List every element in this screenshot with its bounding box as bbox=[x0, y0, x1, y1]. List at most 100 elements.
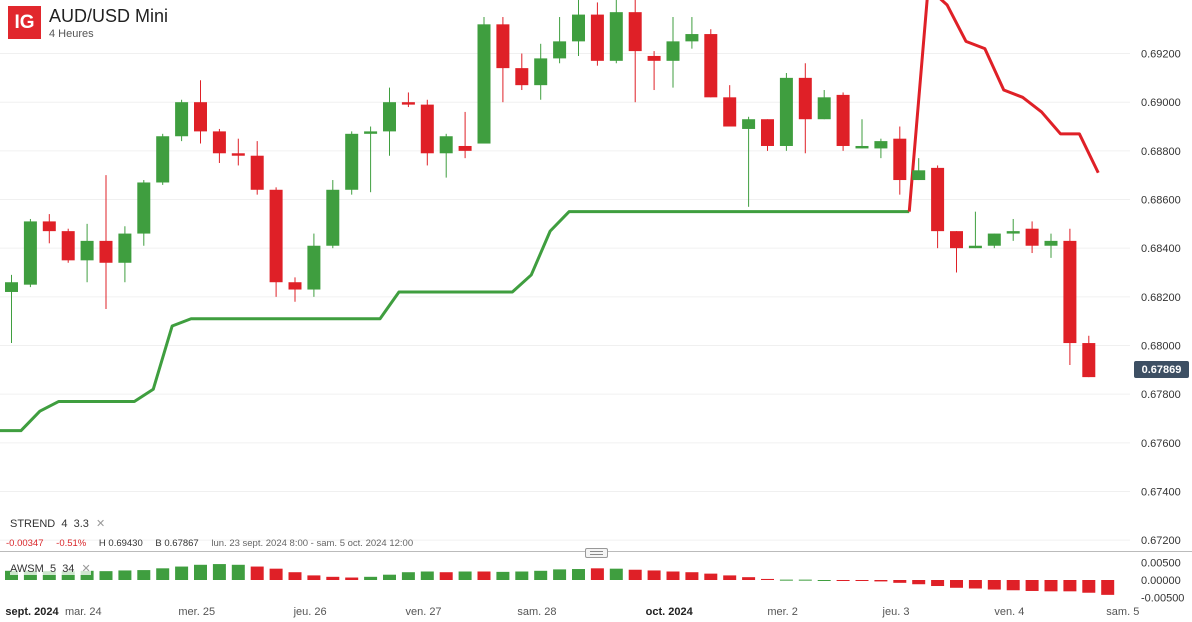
awsm-legend[interactable]: AWSM 5 34 ✕ bbox=[10, 562, 91, 575]
candle-body bbox=[326, 189, 340, 246]
x-tick-label: ven. 4 bbox=[994, 606, 1025, 618]
candle bbox=[1006, 218, 1020, 241]
awsm-bar bbox=[80, 570, 94, 580]
candle bbox=[23, 218, 37, 288]
awsm-bar bbox=[1101, 580, 1115, 595]
awsm-bar bbox=[477, 571, 491, 580]
candle bbox=[590, 2, 604, 66]
candle-body bbox=[194, 102, 207, 132]
timeframe-label[interactable]: 4 Heures bbox=[49, 28, 94, 40]
candle bbox=[1082, 335, 1096, 378]
candle bbox=[42, 214, 56, 244]
candle bbox=[1063, 228, 1077, 365]
candle bbox=[553, 17, 567, 64]
candle-body bbox=[23, 221, 37, 285]
candle-body bbox=[817, 97, 831, 120]
instrument-title[interactable]: AUD/USD Mini bbox=[49, 6, 169, 26]
candle bbox=[307, 233, 321, 297]
candle-body bbox=[364, 131, 378, 134]
low-value: B 0.67867 bbox=[155, 538, 199, 549]
candle-body bbox=[685, 34, 699, 42]
pane-resize-handle[interactable] bbox=[585, 548, 608, 558]
awsm-param-1: 5 bbox=[49, 563, 57, 575]
awsm-bar bbox=[987, 580, 1001, 590]
candle-body bbox=[5, 282, 18, 292]
y-tick-label: 0.67200 bbox=[1141, 535, 1181, 547]
y-tick-label: 0.68400 bbox=[1141, 243, 1181, 255]
y-axis: 0.69200 0.69000 0.68800 0.68600 0.68400 0.682… bbox=[1141, 49, 1181, 548]
candle bbox=[80, 223, 94, 283]
strend-param-2: 3.3 bbox=[73, 518, 89, 530]
candle bbox=[855, 119, 869, 149]
candle bbox=[666, 17, 680, 88]
x-tick-label: jeu. 3 bbox=[882, 606, 910, 618]
candle bbox=[61, 228, 75, 263]
candle bbox=[874, 138, 888, 159]
awsm-bar bbox=[420, 571, 434, 580]
awsm-axis: 0.00500 0.00000 -0.00500 bbox=[1141, 557, 1184, 604]
candle-body bbox=[1063, 240, 1077, 344]
candle bbox=[912, 158, 926, 181]
y-tick-label: 0.67800 bbox=[1141, 389, 1181, 401]
candle-body bbox=[269, 189, 283, 283]
candle-body bbox=[250, 155, 264, 190]
candle bbox=[609, 0, 623, 64]
candle-body bbox=[950, 231, 963, 249]
awsm-bar bbox=[326, 576, 340, 580]
candle-body bbox=[609, 12, 623, 61]
candle-body bbox=[931, 167, 945, 232]
candle bbox=[515, 53, 529, 91]
candle-body bbox=[175, 102, 189, 137]
awsm-bar bbox=[364, 576, 378, 580]
candle bbox=[5, 274, 18, 344]
candle bbox=[345, 131, 359, 195]
candle-body bbox=[1044, 240, 1058, 246]
candle-body bbox=[212, 131, 226, 154]
strend-close-icon[interactable]: ✕ bbox=[95, 518, 106, 530]
awsm-bar bbox=[401, 572, 415, 580]
candle bbox=[1044, 233, 1058, 258]
candle bbox=[1025, 221, 1039, 254]
awsm-histogram bbox=[5, 564, 1115, 595]
awsm-bar bbox=[250, 566, 264, 580]
candle-body bbox=[383, 102, 396, 132]
awsm-bar bbox=[212, 564, 226, 580]
awsm-bar bbox=[1006, 580, 1020, 591]
awsm-close-icon[interactable]: ✕ bbox=[81, 563, 91, 575]
candle-body bbox=[156, 136, 170, 183]
candle bbox=[628, 0, 642, 103]
x-tick-label: mar. 24 bbox=[64, 606, 102, 618]
y-tick-label: 0.68800 bbox=[1141, 146, 1181, 158]
candle bbox=[950, 231, 963, 273]
current-price-tag: 0.67869 bbox=[1134, 361, 1189, 378]
candle bbox=[761, 119, 774, 151]
awsm-tick-label: 0.00500 bbox=[1141, 557, 1181, 569]
awsm-bar bbox=[1082, 580, 1096, 593]
candle-body bbox=[61, 231, 75, 261]
x-tick-label: ven. 27 bbox=[405, 606, 442, 618]
candle bbox=[723, 85, 737, 127]
candle bbox=[231, 138, 245, 166]
strend-legend[interactable]: STREND 4 3.3 ✕ bbox=[10, 517, 105, 530]
awsm-tick-label: 0.00000 bbox=[1141, 575, 1181, 587]
awsm-bar bbox=[817, 580, 831, 581]
awsm-bar bbox=[798, 579, 812, 581]
candle-body bbox=[307, 245, 321, 290]
candle bbox=[987, 233, 1001, 249]
awsm-bar bbox=[496, 571, 510, 580]
candle-body bbox=[836, 94, 850, 146]
awsm-bar bbox=[383, 574, 396, 580]
candle-body bbox=[912, 170, 926, 181]
x-tick-label: mer. 2 bbox=[767, 606, 798, 618]
candle bbox=[364, 126, 378, 193]
awsm-bar bbox=[23, 570, 37, 580]
candle-body bbox=[288, 282, 302, 290]
candle bbox=[401, 92, 415, 108]
y-tick-label: 0.69200 bbox=[1141, 49, 1181, 61]
candle-body bbox=[458, 145, 472, 151]
awsm-bar bbox=[1025, 580, 1039, 591]
awsm-bar bbox=[458, 571, 472, 580]
candle bbox=[118, 226, 132, 283]
awsm-bar bbox=[118, 570, 132, 580]
